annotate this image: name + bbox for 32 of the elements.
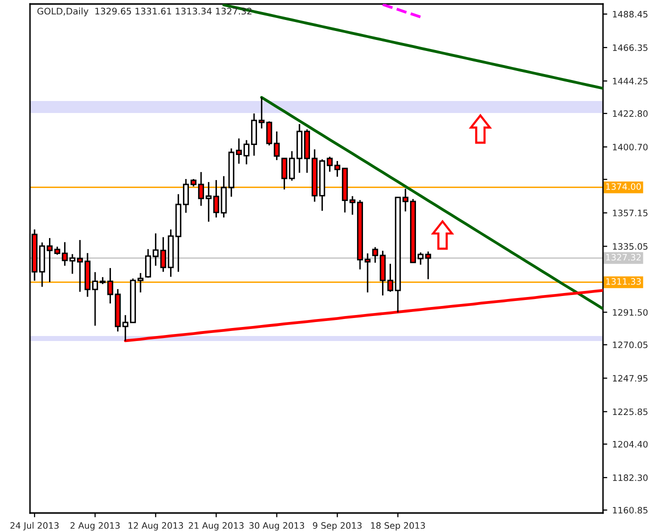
y-tick-label: 1357.15 (612, 210, 648, 216)
line-series (260, 96, 603, 310)
x-tick-label: 9 Sep 2013 (312, 522, 362, 530)
y-tick-label: 1270.05 (612, 342, 648, 348)
y-tick-label: 1488.45 (612, 10, 648, 18)
chart-title: GOLD,Daily 1329.65 1331.61 1313.34 1327.32 (37, 8, 252, 16)
y-tick-label: 1466.35 (612, 44, 648, 51)
line-series (381, 4, 422, 18)
x-tick-label: 2 Aug 2013 (70, 522, 120, 530)
x-tick-label: 24 Jul 2013 (10, 522, 59, 530)
candlestick (372, 246, 378, 264)
ref-line-label: 1374.00 (606, 183, 641, 190)
x-tick-label: 21 Aug 2013 (188, 522, 244, 530)
y-tick-label: 1400.70 (612, 144, 648, 150)
y-tick-label: 1444.25 (612, 78, 648, 84)
y-tick-label: 1247.95 (612, 375, 648, 382)
candlestick (107, 267, 114, 304)
y-tick-label: 1335.05 (612, 243, 648, 250)
x-tick-label: 30 Aug 2013 (249, 522, 304, 530)
candlestick (326, 156, 333, 172)
y-tick-label: 1225.85 (612, 408, 648, 416)
y-tick-label: 1160.85 (612, 506, 648, 514)
candlestick (160, 236, 166, 273)
candlestick (274, 130, 280, 161)
y-tick-label: 1422.80 (612, 110, 648, 117)
ref-line-label: 1311.33 (606, 278, 641, 285)
x-tick-label: 12 Aug 2013 (128, 522, 183, 530)
x-tick-label: 18 Sep 2013 (371, 522, 425, 530)
y-tick-label: 1204.40 (612, 440, 648, 448)
y-tick-label: 1182.30 (612, 474, 648, 482)
line-series (124, 289, 603, 342)
y-tick-label: 1291.50 (612, 309, 648, 316)
